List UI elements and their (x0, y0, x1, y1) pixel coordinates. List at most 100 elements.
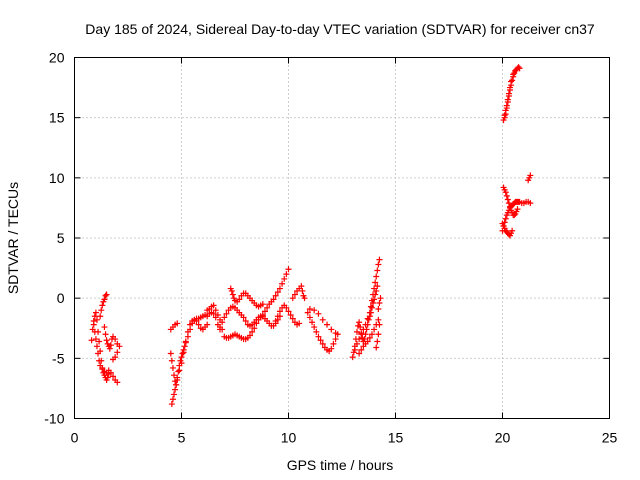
data-point (182, 338, 189, 345)
data-point (502, 189, 509, 196)
grid-layer (74, 57, 610, 419)
data-point (285, 266, 292, 273)
data-point (296, 320, 303, 327)
data-point (178, 354, 185, 361)
x-tick-label: 5 (178, 430, 186, 446)
data-point (373, 344, 380, 351)
data-point (101, 324, 108, 331)
data-point (506, 84, 513, 91)
data-point (104, 374, 111, 381)
x-tick-label: 10 (281, 430, 297, 446)
data-layer (88, 64, 534, 408)
series-arc-3d (272, 283, 308, 328)
data-point (527, 200, 534, 207)
data-point (174, 376, 181, 383)
data-point (503, 102, 510, 109)
data-point (210, 310, 217, 317)
data-point (246, 332, 253, 339)
data-point (98, 307, 105, 314)
data-point (353, 328, 360, 335)
data-point (95, 350, 102, 357)
data-point (116, 343, 123, 350)
x-tick-label: 20 (495, 430, 511, 446)
data-point (236, 296, 243, 303)
data-point (313, 328, 320, 335)
x-tick-label: 0 (71, 430, 79, 446)
data-point (276, 285, 283, 292)
data-point (249, 328, 256, 335)
data-point (514, 206, 521, 213)
data-point (502, 107, 509, 114)
data-point (298, 283, 305, 290)
data-point (319, 340, 326, 347)
data-point (90, 321, 97, 328)
data-point (169, 364, 176, 371)
data-point (168, 401, 175, 408)
data-point (515, 64, 522, 71)
data-point (289, 315, 296, 322)
series-arc-4 (304, 305, 341, 355)
data-point (178, 360, 185, 367)
data-point (376, 299, 383, 306)
data-point (366, 309, 373, 316)
data-point (261, 308, 268, 315)
data-point (503, 192, 510, 199)
data-point (107, 369, 114, 376)
data-point (375, 316, 382, 323)
data-point (251, 325, 258, 332)
data-point (356, 350, 363, 357)
data-point (353, 340, 360, 347)
data-point (283, 304, 290, 311)
data-point (349, 354, 356, 361)
data-point (506, 203, 513, 210)
data-point (195, 321, 202, 328)
data-point (107, 342, 114, 349)
data-point (315, 310, 322, 317)
data-point (505, 90, 512, 97)
chart-title: Day 185 of 2024, Sidereal Day-to-day VTE… (85, 21, 595, 37)
data-point (181, 343, 188, 350)
data-point (527, 172, 534, 179)
data-point (223, 310, 230, 317)
series-arc-2b (167, 316, 211, 388)
data-point (304, 309, 311, 316)
data-point (276, 308, 283, 315)
series-arc-6a (500, 64, 523, 124)
data-point (367, 303, 374, 310)
data-point (270, 296, 277, 303)
data-point (319, 316, 326, 323)
data-point (204, 321, 211, 328)
data-point (311, 307, 318, 314)
data-point (167, 350, 174, 357)
data-point (212, 307, 219, 314)
data-point (374, 267, 381, 274)
y-tick-label: 0 (57, 290, 65, 306)
data-point (317, 337, 324, 344)
data-point (264, 304, 271, 311)
data-point (92, 336, 99, 343)
data-point (221, 314, 228, 321)
data-point (172, 386, 179, 393)
data-point (91, 328, 98, 335)
data-point (505, 200, 512, 207)
series-arc-3c (227, 285, 266, 310)
data-point (512, 67, 519, 74)
data-point (361, 336, 368, 343)
data-point (502, 215, 509, 222)
data-point (179, 350, 186, 357)
data-point (97, 313, 104, 320)
x-tick-label: 25 (602, 430, 618, 446)
x-tick-labels: 0 5 10 15 20 25 (71, 430, 618, 446)
data-point (374, 338, 381, 345)
data-point (364, 315, 371, 322)
data-point (501, 112, 508, 119)
data-point (368, 331, 375, 338)
data-point (92, 309, 99, 316)
data-point (376, 256, 383, 263)
data-point (214, 312, 221, 319)
data-point (358, 331, 365, 338)
data-point (176, 367, 183, 374)
data-point (97, 362, 104, 369)
data-point (370, 291, 377, 298)
data-point (377, 295, 384, 302)
